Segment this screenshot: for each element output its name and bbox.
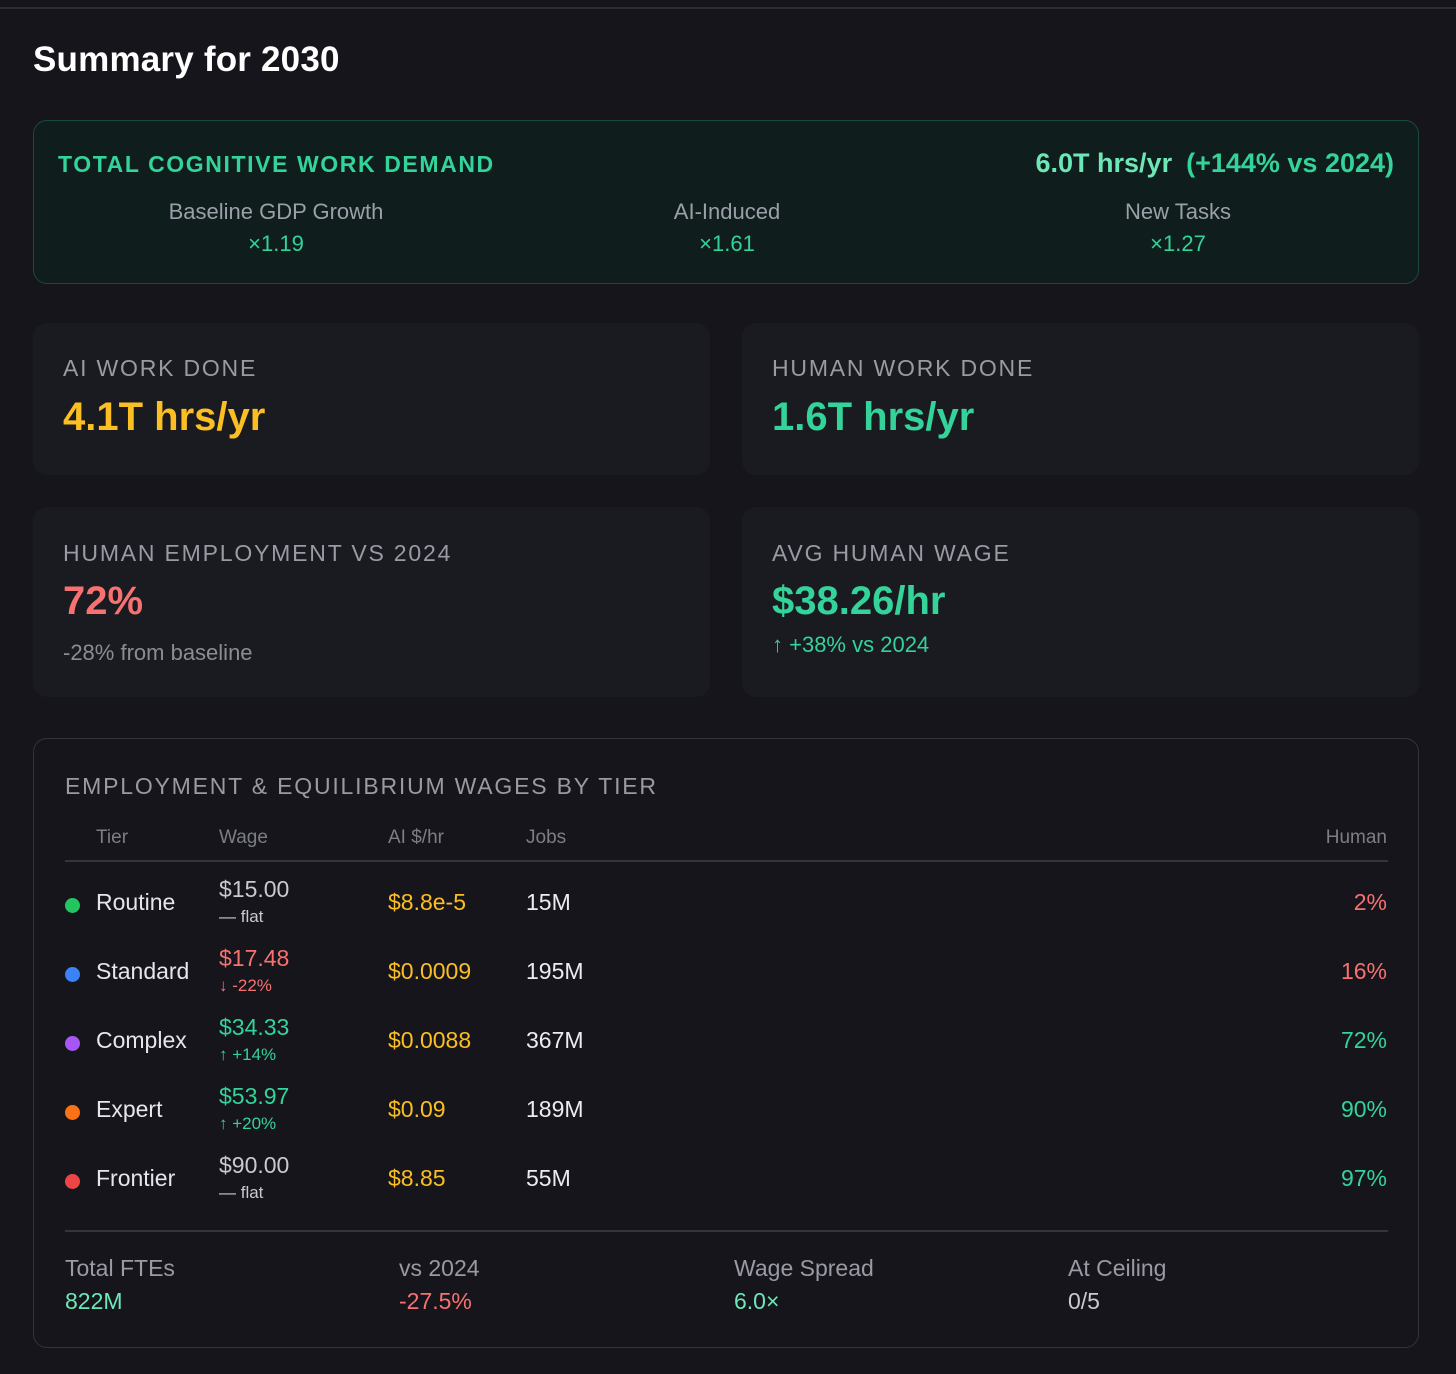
- tier-ai-cost: $0.0009: [388, 958, 472, 984]
- factor-label: AI-Induced: [673, 199, 781, 224]
- tier-name: Standard: [96, 958, 190, 984]
- table-row: Complex $34.33 ↑ +14% $0.0088 367M 72%: [34, 1008, 1418, 1077]
- tier-wage: $34.33: [219, 1014, 290, 1040]
- stat-value: -27.5%: [399, 1288, 472, 1314]
- tier-jobs: 15M: [526, 889, 571, 915]
- demand-total: 6.0T hrs/yr (+144% vs 2024): [1036, 148, 1394, 179]
- tier-wage: $15.00: [219, 876, 290, 902]
- stat-value: 6.0×: [734, 1288, 780, 1314]
- employment-card: HUMAN EMPLOYMENT VS 2024 72% -28% from b…: [33, 507, 710, 697]
- stat-vs-2024: vs 2024 -27.5%: [399, 1255, 699, 1315]
- cognitive-demand-panel: TOTAL COGNITIVE WORK DEMAND 6.0T hrs/yr (…: [33, 120, 1419, 284]
- tier-color-dot: [65, 1036, 80, 1051]
- tier-wage-change: ↑ +20%: [219, 1114, 277, 1133]
- tier-name: Routine: [96, 889, 176, 915]
- tier-color-dot: [65, 1105, 80, 1120]
- tier-name: Complex: [96, 1027, 187, 1053]
- tier-ai-cost: $8.85: [388, 1165, 446, 1191]
- stat-at-ceiling: At Ceiling 0/5: [1068, 1255, 1368, 1315]
- table-row: Routine $15.00 — flat $8.8e-5 15M 2%: [34, 870, 1418, 939]
- tier-human-share: 97%: [1340, 1165, 1387, 1191]
- demand-factors: Baseline GDP Growth ×1.19 AI-Induced ×1.…: [34, 199, 1418, 269]
- factor-value: ×1.19: [248, 231, 304, 256]
- factor-label: New Tasks: [1125, 199, 1231, 224]
- tier-wage: $53.97: [219, 1083, 290, 1109]
- factor-baseline-gdp: Baseline GDP Growth ×1.19: [76, 199, 476, 257]
- stat-wage-spread: Wage Spread 6.0×: [734, 1255, 1034, 1315]
- tier-human-share: 16%: [1340, 958, 1387, 984]
- tier-human-share: 90%: [1340, 1096, 1387, 1122]
- stat-label: vs 2024: [399, 1255, 480, 1281]
- tier-table-panel: EMPLOYMENT & EQUILIBRIUM WAGES BY TIER T…: [33, 738, 1419, 1348]
- tier-color-dot: [65, 1174, 80, 1189]
- card-label: AVG HUMAN WAGE: [772, 540, 1011, 566]
- tier-name: Expert: [96, 1096, 163, 1122]
- card-value: 4.1T hrs/yr: [63, 395, 266, 439]
- card-label: HUMAN WORK DONE: [772, 355, 1035, 381]
- stat-label: Wage Spread: [734, 1255, 874, 1281]
- avg-wage-card: AVG HUMAN WAGE $38.26/hr ↑ +38% vs 2024: [742, 507, 1419, 697]
- card-label: AI WORK DONE: [63, 355, 258, 381]
- tier-jobs: 55M: [526, 1165, 571, 1191]
- card-value: $38.26/hr: [772, 579, 946, 623]
- factor-new-tasks: New Tasks ×1.27: [978, 199, 1378, 257]
- tier-wage: $17.48: [219, 945, 290, 971]
- demand-label: TOTAL COGNITIVE WORK DEMAND: [58, 151, 495, 177]
- card-label: HUMAN EMPLOYMENT VS 2024: [63, 540, 453, 566]
- tier-wage: $90.00: [219, 1152, 290, 1178]
- stat-label: Total FTEs: [65, 1255, 175, 1281]
- column-header-wage: Wage: [219, 827, 268, 848]
- card-subtext: -28% from baseline: [63, 640, 253, 665]
- tier-wage-change: — flat: [219, 1183, 264, 1202]
- top-divider: [0, 0, 1456, 9]
- table-row: Frontier $90.00 — flat $8.85 55M 97%: [34, 1146, 1418, 1215]
- tier-human-share: 2%: [1353, 889, 1387, 915]
- page-title: Summary for 2030: [33, 40, 340, 79]
- card-value: 1.6T hrs/yr: [772, 395, 975, 439]
- factor-value: ×1.27: [1150, 231, 1206, 256]
- header-divider: [65, 860, 1388, 862]
- tier-ai-cost: $0.09: [388, 1096, 446, 1122]
- stat-value: 0/5: [1068, 1288, 1100, 1314]
- tier-color-dot: [65, 898, 80, 913]
- tier-jobs: 195M: [526, 958, 584, 984]
- stat-label: At Ceiling: [1068, 1255, 1167, 1281]
- footer-divider: [65, 1230, 1388, 1232]
- ai-work-card: AI WORK DONE 4.1T hrs/yr: [33, 323, 710, 475]
- factor-ai-induced: AI-Induced ×1.61: [527, 199, 927, 257]
- factor-value: ×1.61: [699, 231, 755, 256]
- stat-total-ftes: Total FTEs 822M: [65, 1255, 365, 1315]
- tier-name: Frontier: [96, 1165, 176, 1191]
- tier-table-title: EMPLOYMENT & EQUILIBRIUM WAGES BY TIER: [65, 773, 658, 799]
- card-subtext: ↑ +38% vs 2024: [772, 632, 930, 657]
- tier-ai-cost: $8.8e-5: [388, 889, 467, 915]
- demand-total-change: (+144% vs 2024): [1186, 148, 1394, 178]
- tier-color-dot: [65, 967, 80, 982]
- tier-wage-change: ↑ +14%: [219, 1045, 277, 1064]
- tier-wage-change: ↓ -22%: [219, 976, 272, 995]
- tier-ai-cost: $0.0088: [388, 1027, 472, 1053]
- tier-human-share: 72%: [1340, 1027, 1387, 1053]
- demand-total-value: 6.0T hrs/yr: [1035, 148, 1173, 178]
- factor-label: Baseline GDP Growth: [168, 199, 384, 224]
- tier-wage-change: — flat: [219, 907, 264, 926]
- human-work-card: HUMAN WORK DONE 1.6T hrs/yr: [742, 323, 1419, 475]
- column-header-ai-cost: AI $/hr: [388, 827, 444, 848]
- stat-value: 822M: [65, 1288, 123, 1314]
- column-header-jobs: Jobs: [526, 827, 567, 848]
- tier-jobs: 367M: [526, 1027, 584, 1053]
- card-value: 72%: [63, 579, 144, 623]
- table-row: Standard $17.48 ↓ -22% $0.0009 195M 16%: [34, 939, 1418, 1008]
- column-header-tier: Tier: [96, 827, 129, 848]
- column-header-human: Human: [1325, 827, 1387, 848]
- table-row: Expert $53.97 ↑ +20% $0.09 189M 90%: [34, 1077, 1418, 1146]
- tier-jobs: 189M: [526, 1096, 584, 1122]
